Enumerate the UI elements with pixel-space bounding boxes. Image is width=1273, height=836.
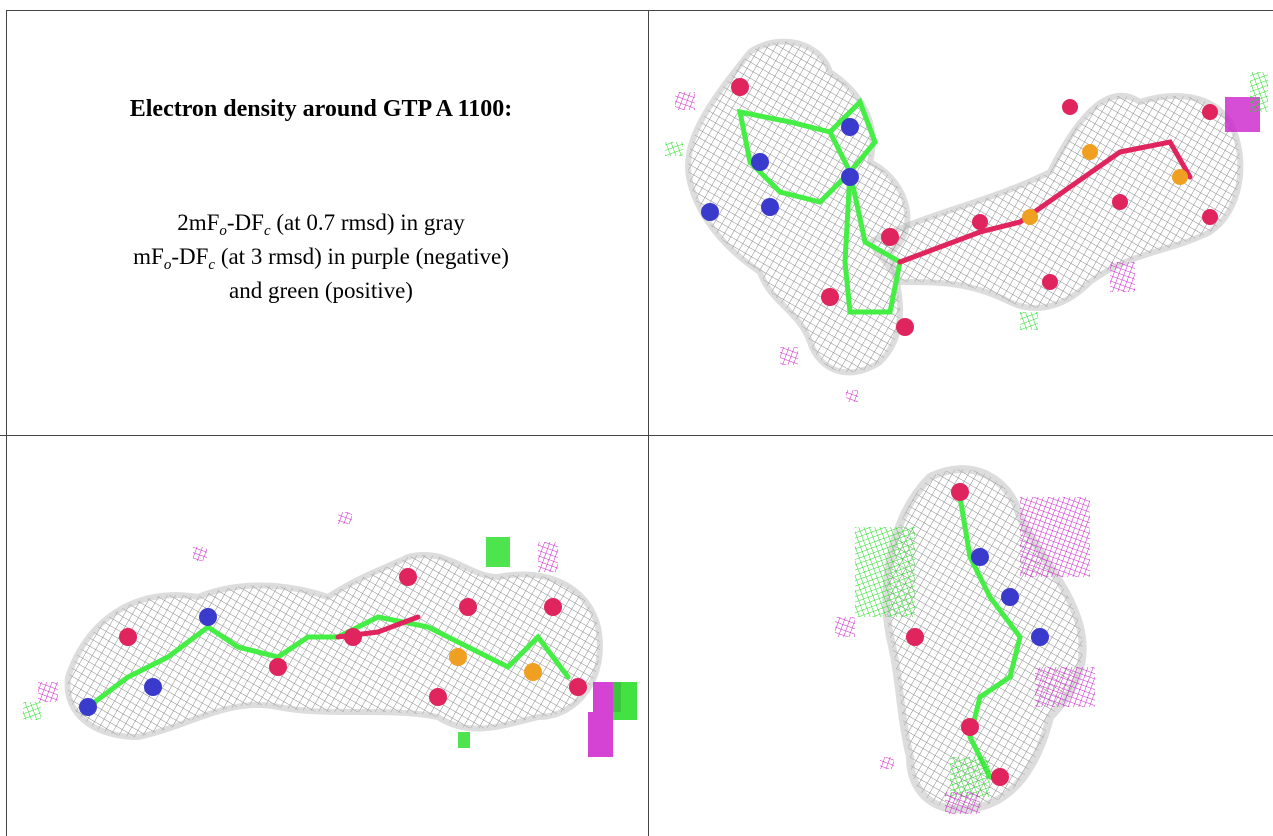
map-description: 2mFo-DFc (at 0.7 rmsd) in gray mFo-DFc (… bbox=[6, 206, 636, 308]
table-top-border bbox=[6, 10, 1273, 11]
figure-title: Electron density around GTP A 1100: bbox=[129, 96, 513, 122]
difference-density-blobs bbox=[835, 497, 1095, 814]
density-render-end-on bbox=[835, 465, 1095, 814]
table-middle-divider bbox=[0, 435, 1273, 436]
map2-line-2: and green (positive) bbox=[229, 278, 413, 303]
difference-density-blobs bbox=[23, 512, 637, 757]
density-render-side-view bbox=[23, 512, 637, 757]
density-panel-bottom-left bbox=[8, 437, 646, 836]
difference-density-blobs bbox=[665, 72, 1268, 402]
density-render-face-on bbox=[665, 38, 1268, 402]
atoms bbox=[79, 568, 587, 716]
table-left-border bbox=[6, 10, 7, 836]
gray-density-mesh bbox=[64, 552, 603, 741]
atoms bbox=[701, 78, 1218, 336]
table-center-divider bbox=[648, 10, 649, 836]
map2-line: mFo-DFc (at 3 rmsd) in purple (negative) bbox=[133, 244, 509, 273]
map1-line: 2mFo-DFc (at 0.7 rmsd) in gray bbox=[177, 210, 465, 239]
density-panel-bottom-right bbox=[650, 437, 1273, 836]
density-panel-top-right bbox=[650, 12, 1273, 434]
atoms bbox=[906, 483, 1049, 786]
caption-cell: Electron density around GTP A 1100: 2mFo… bbox=[6, 0, 636, 433]
